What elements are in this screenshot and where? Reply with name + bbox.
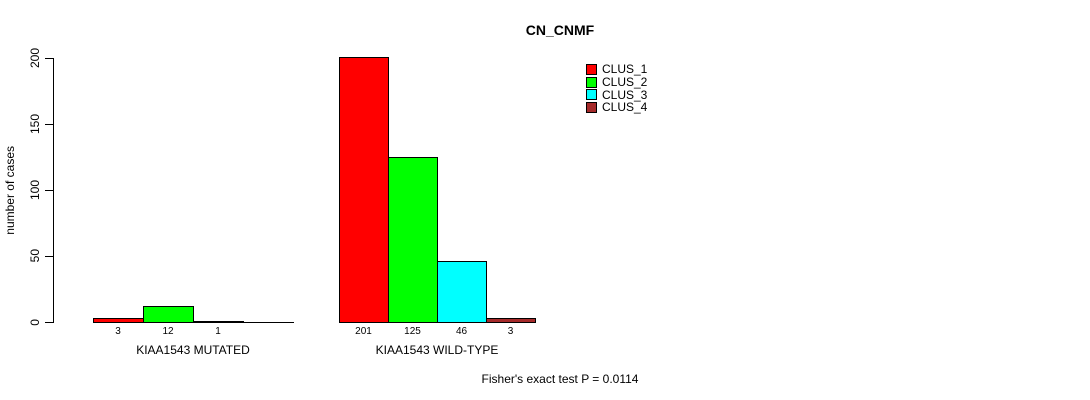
- y-tick-label: 150: [27, 94, 43, 154]
- value-label: 12: [162, 326, 174, 337]
- bar: [339, 57, 389, 323]
- footnote: Fisher's exact test P = 0.0114: [481, 372, 639, 386]
- y-tick-label: 100: [27, 160, 43, 220]
- y-tick-label: 50: [27, 226, 43, 286]
- y-tick-label-text: 100: [28, 180, 42, 201]
- legend-swatch: [586, 76, 597, 88]
- legend: CLUS_1 CLUS_2 CLUS_3 CLUS_4: [586, 63, 647, 114]
- legend-swatch: [586, 89, 597, 101]
- legend-item: CLUS_1: [586, 63, 647, 76]
- y-axis-label-text: number of cases: [3, 145, 17, 235]
- legend-swatch: [586, 101, 597, 113]
- y-axis-line: [53, 58, 54, 323]
- legend-item: CLUS_2: [586, 76, 647, 89]
- y-tick-label-text: 200: [28, 48, 42, 69]
- legend-label: CLUS_4: [602, 100, 648, 115]
- value-label: 201: [355, 326, 372, 337]
- group-label: KIAA1543 WILD-TYPE: [375, 343, 499, 357]
- legend-item: CLUS_3: [586, 88, 647, 101]
- y-tick-label-text: 0: [28, 318, 42, 326]
- value-label: 3: [507, 326, 514, 337]
- y-tick: [45, 256, 53, 258]
- y-tick-label-text: 150: [28, 114, 42, 135]
- legend-label: CLUS_1: [602, 62, 648, 77]
- bar: [143, 306, 194, 323]
- bar: [437, 261, 487, 323]
- y-axis-label: number of cases: [2, 95, 18, 285]
- y-tick: [45, 124, 53, 126]
- value-label: 125: [404, 326, 421, 337]
- chart-title: CN_CNMF: [525, 22, 595, 38]
- y-tick: [45, 58, 53, 60]
- y-tick: [45, 190, 53, 192]
- legend-item: CLUS_4: [586, 101, 647, 114]
- y-tick: [45, 322, 53, 323]
- legend-swatch: [586, 63, 597, 75]
- group-baseline: [339, 322, 536, 323]
- value-label: 3: [115, 326, 121, 337]
- group-baseline: [93, 322, 294, 323]
- y-tick-label-text: 50: [28, 249, 42, 263]
- group-label: KIAA1543 MUTATED: [136, 343, 250, 357]
- legend-label: CLUS_3: [602, 87, 648, 102]
- y-tick-label: 200: [27, 28, 43, 88]
- value-label: 46: [455, 326, 468, 337]
- y-tick-label: 0: [27, 292, 43, 352]
- value-label: 1: [215, 326, 221, 337]
- legend-label: CLUS_2: [602, 75, 648, 90]
- bar: [388, 157, 438, 323]
